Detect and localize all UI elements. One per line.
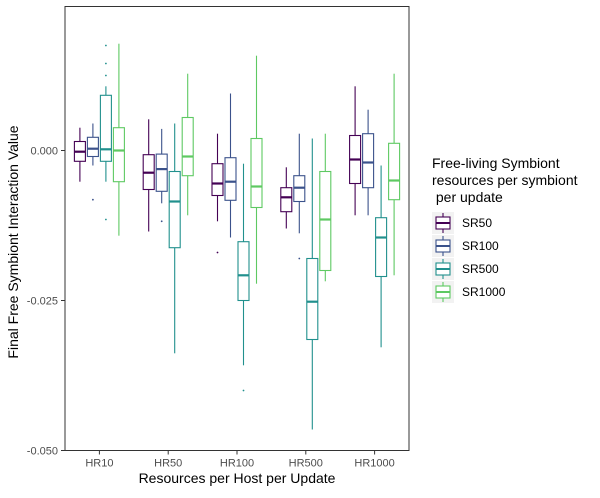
y-tick-label: -0.025 bbox=[27, 296, 58, 308]
legend-label: SR100 bbox=[462, 239, 499, 253]
legend-title-line-3: per update bbox=[432, 189, 503, 205]
legend-item-sr500: SR500 bbox=[432, 258, 499, 280]
box-sr50-hr500 bbox=[280, 167, 293, 229]
box-body bbox=[155, 153, 168, 192]
outlier-point bbox=[105, 218, 107, 221]
x-tick-label: HR1000 bbox=[354, 458, 394, 470]
boxes-layer bbox=[73, 43, 401, 430]
box-sr1000-hr50 bbox=[181, 73, 194, 216]
x-tick-label: HR100 bbox=[220, 458, 254, 470]
box-sr100-hr10 bbox=[86, 123, 99, 201]
box-sr500-hr100 bbox=[237, 163, 250, 392]
box-body bbox=[237, 241, 250, 302]
box-sr100-hr500 bbox=[293, 133, 306, 260]
box-body bbox=[112, 127, 125, 183]
y-axis: 0.000 -0.025 -0.050 bbox=[27, 146, 65, 458]
outlier-point bbox=[92, 198, 94, 201]
legend-item-sr100: SR100 bbox=[432, 235, 499, 257]
x-tick-label: HR50 bbox=[154, 458, 182, 470]
box-sr500-hr1000 bbox=[375, 165, 388, 348]
box-sr500-hr50 bbox=[168, 123, 181, 354]
legend-label: SR50 bbox=[462, 216, 492, 230]
outlier-point bbox=[216, 251, 219, 254]
series-sr500 bbox=[99, 44, 388, 430]
box-sr500-hr10 bbox=[99, 44, 112, 221]
outlier-point bbox=[242, 389, 245, 392]
box-body bbox=[181, 116, 194, 177]
x-axis: HR10 HR50 HR100 HR500 HR1000 bbox=[85, 450, 395, 470]
legend-title-line-1: Free-living Symbiont bbox=[432, 155, 560, 171]
box-sr100-hr50 bbox=[155, 128, 168, 223]
box-sr1000-hr1000 bbox=[388, 73, 401, 276]
x-tick-label: HR10 bbox=[85, 458, 113, 470]
outlier-point bbox=[298, 257, 301, 260]
y-tick-label: 0.000 bbox=[30, 146, 58, 158]
box-sr50-hr10 bbox=[73, 127, 86, 182]
box-sr1000-hr500 bbox=[319, 133, 332, 282]
box-body bbox=[86, 136, 99, 158]
legend-keys: SR50 SR100 SR500 SR1000 bbox=[432, 212, 506, 303]
series-sr50 bbox=[73, 86, 362, 254]
box-body bbox=[375, 217, 388, 278]
x-tick-label: HR500 bbox=[289, 458, 323, 470]
box-sr50-hr1000 bbox=[349, 86, 362, 216]
box-body bbox=[224, 157, 237, 201]
outlier-point bbox=[105, 44, 107, 47]
box-sr50-hr50 bbox=[142, 119, 155, 232]
outlier-point bbox=[105, 62, 107, 65]
box-body bbox=[388, 142, 401, 201]
box-sr100-hr100 bbox=[224, 93, 237, 238]
outlier-point bbox=[105, 74, 107, 77]
box-body bbox=[362, 133, 375, 189]
y-tick-label: -0.050 bbox=[27, 446, 58, 458]
legend: Free-living Symbiont resources per symbi… bbox=[432, 155, 578, 303]
box-sr500-hr500 bbox=[306, 138, 319, 430]
outlier-point bbox=[160, 220, 163, 223]
box-body bbox=[306, 257, 319, 341]
box-body bbox=[168, 170, 181, 249]
box-body bbox=[280, 187, 293, 213]
box-sr100-hr1000 bbox=[362, 109, 375, 216]
box-body bbox=[99, 94, 112, 162]
legend-item-sr50: SR50 bbox=[432, 212, 492, 234]
x-axis-title: Resources per Host per Update bbox=[139, 470, 336, 486]
box-body bbox=[319, 170, 332, 272]
box-body bbox=[211, 163, 224, 197]
legend-label: SR1000 bbox=[462, 285, 506, 299]
series-sr1000 bbox=[112, 43, 401, 284]
box-sr1000-hr100 bbox=[250, 55, 263, 284]
legend-title-line-2: resources per symbiont bbox=[432, 172, 578, 188]
legend-label: SR500 bbox=[462, 262, 499, 276]
box-sr50-hr100 bbox=[211, 133, 224, 254]
series-sr100 bbox=[86, 93, 375, 260]
y-axis-title: Final Free Symbiont Interaction Value bbox=[5, 125, 21, 358]
legend-item-sr1000: SR1000 bbox=[432, 281, 506, 303]
box-sr1000-hr10 bbox=[112, 43, 125, 236]
box-body bbox=[250, 137, 263, 209]
